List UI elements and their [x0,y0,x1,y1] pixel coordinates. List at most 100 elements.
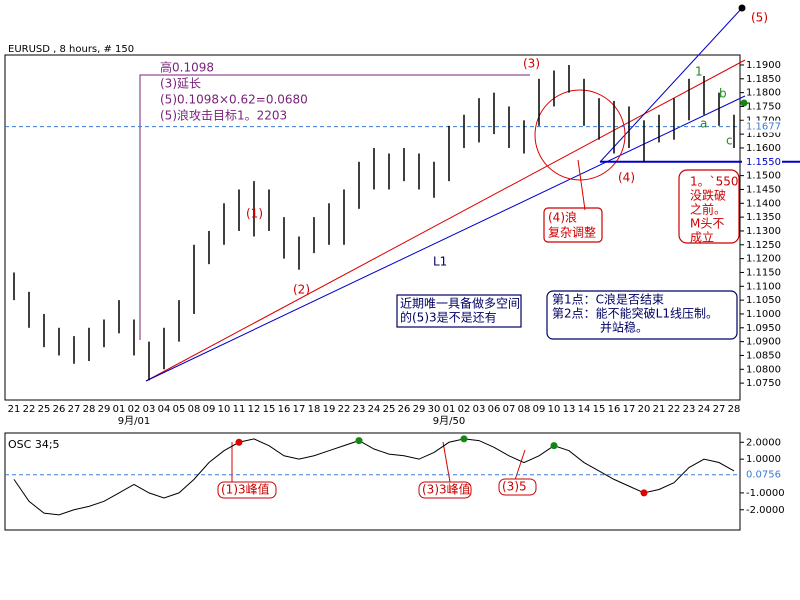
x-tick-label: 02 [128,404,141,415]
y-tick-label: 1.0750 [746,378,781,389]
level-label: 1.1550 [746,157,781,168]
arrow [442,441,451,483]
x-tick-label: 01 [443,404,456,415]
y-tick-label: 1.1450 [746,184,781,195]
peak-marker [550,442,558,450]
x-tick-label: 02 [458,404,471,415]
y-tick-label: 1.0900 [746,337,781,348]
y-tick-label: 1.1000 [746,309,781,320]
level-label: 0.0756 [746,470,781,481]
y-tick-label: 1.0950 [746,323,781,334]
annotation: 高0.1098 [160,60,214,75]
measure-bracket [139,74,530,340]
x-tick-label: 16 [278,404,291,415]
annotation: (3)3峰值 [422,482,471,497]
annotation: 之前。 [690,202,726,217]
annotation: b [719,87,727,101]
highlight-circle [534,89,626,181]
peak-marker [235,438,243,446]
y-tick-label: 1.1300 [746,226,781,237]
annotation-box [546,290,738,340]
x-tick-label: 29 [413,404,426,415]
x-tick-label: 14 [578,404,591,415]
x-tick-label: 04 [158,404,171,415]
x-tick-label: 08 [188,404,201,415]
chart-title: EURUSD , 8 hours, # 150 [8,44,134,55]
annotation: (1)3峰值 [221,482,270,497]
x-tick-label: 08 [518,404,531,415]
annotation: (2) [293,283,310,297]
x-tick-label: 21 [653,404,666,415]
x-tick-label: 09 [533,404,546,415]
x-tick-label: 24 [698,404,711,415]
annotation: 的(5)3是不是还有 [400,310,497,325]
x-tick-label: 03 [473,404,486,415]
annotation: (5) [751,11,768,25]
y-tick-label: 1.1650 [746,129,781,140]
annotation: M头不 [690,217,724,231]
x-tick-label: 26 [398,404,411,415]
annotation: 1。`550 [690,175,739,189]
x-tick-label: 17 [623,404,636,415]
x-tick-label: 22 [668,404,681,415]
y-tick-label: 1.1800 [746,88,781,99]
x-tick-label: 25 [38,404,51,415]
x-tick-label: 29 [98,404,111,415]
osc-line [13,438,735,516]
annotation-box [543,207,603,243]
x-tick-label: 23 [683,404,696,415]
y-tick-label: 1.1850 [746,74,781,85]
y-tick-label: 1.1200 [746,254,781,265]
x-tick-label: 09 [203,404,216,415]
annotation: (3) [523,57,540,71]
peak-marker [355,437,363,445]
annotation-box [217,481,277,499]
annotation: (4) [618,171,635,185]
annotation-box [678,169,740,244]
x-tick-label: 03 [143,404,156,415]
annotation: (5)浪攻击目标1。2203 [160,108,287,123]
month-label: 9月/50 [433,415,465,427]
annotation: (1) [246,207,263,221]
level-label: 1.1677 [746,122,781,133]
x-tick-label: 20 [638,404,651,415]
annotation: 1 [695,65,703,79]
annotation: (5)0.1098×0.62=0.0680 [160,93,308,107]
y-tick-label: 1.1500 [746,171,781,182]
level-label-bg [742,155,782,168]
annotation-box [396,294,522,328]
y-tick-label: 1.1150 [746,267,781,278]
x-tick-label: 10 [548,404,561,415]
annotation: 没跌破 [690,188,726,203]
cross-dot [740,99,748,107]
x-tick-label: 05 [173,404,186,415]
annotation: 第2点：能不能突破L1线压制。 [552,306,718,321]
trend-line-l1 [145,95,746,382]
x-tick-label: 27 [713,404,726,415]
x-tick-label: 26 [53,404,66,415]
x-tick-label: 07 [503,404,516,415]
y-tick-label: 1.1100 [746,281,781,292]
annotation: c [726,134,733,148]
peak-marker [640,489,648,497]
target-dot [738,4,746,12]
y-tick-label: 1.1600 [746,143,781,154]
x-tick-label: 28 [728,404,741,415]
annotation: (3)5 [502,480,527,494]
y-tick-label: 1.0850 [746,350,781,361]
annotation: (4)浪 [548,210,577,225]
x-tick-label: 22 [338,404,351,415]
annotation: 并站稳。 [600,320,648,335]
x-tick-label: 23 [353,404,366,415]
x-tick-label: 30 [428,404,441,415]
annotation: 近期唯一具备做多空间 [400,296,520,311]
overlay-lines [139,4,748,483]
arrow [577,159,586,211]
annotation: 第1点：C浪是否结束 [552,292,664,307]
x-tick-label: 19 [323,404,336,415]
peak-marker [460,435,468,443]
month-label: 9月/01 [118,415,150,427]
y-tick-label: 1.1750 [746,101,781,112]
annotation-box [498,478,537,496]
